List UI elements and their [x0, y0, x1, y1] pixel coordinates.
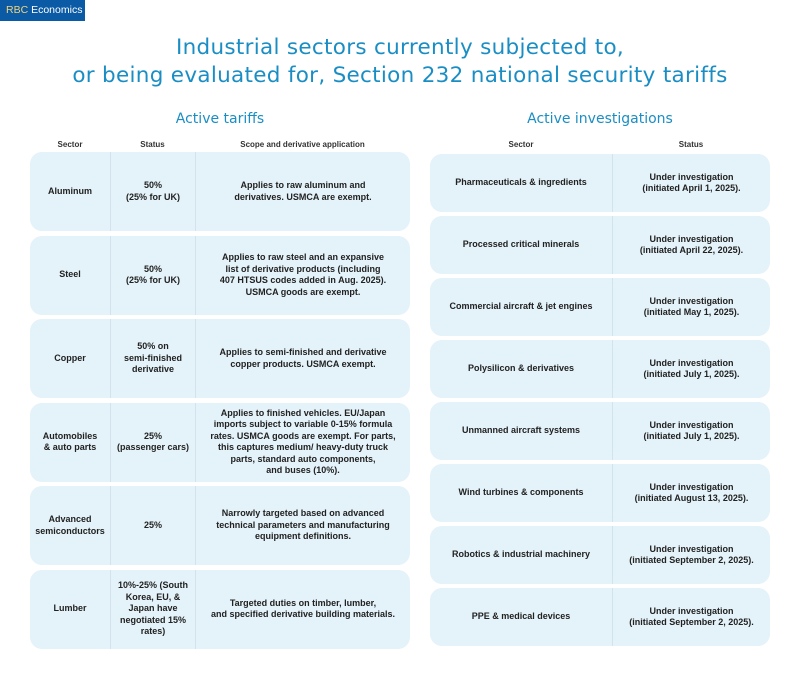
sector-text: Aluminum — [48, 185, 92, 196]
table-row: Pharmaceuticals & ingredients Under inves… — [430, 154, 770, 212]
status-text: 50% on semi-finished derivative — [123, 341, 182, 375]
sector-text: Wind turbines & components — [458, 487, 584, 498]
cell-scope: Applies to raw steel and an expansive li… — [195, 235, 410, 315]
sector-text: Processed critical minerals — [462, 239, 580, 250]
status-text: 25% (passenger cars) — [116, 430, 190, 453]
cell-status: 25% (passenger cars) — [110, 402, 195, 482]
cell-sector: Automobiles & auto parts — [30, 403, 110, 482]
status-text: Under investigation (initiated July 1, 2… — [643, 357, 740, 380]
scope-text: Applies to raw steel and an expansive li… — [219, 252, 387, 297]
cell-status: Under investigation (initiated April 1, … — [612, 154, 770, 212]
status-text: Under investigation (initiated August 13… — [634, 481, 749, 504]
status-text: Under investigation (initiated April 1, … — [642, 171, 741, 194]
status-text: 50% (25% for UK) — [125, 180, 180, 202]
cell-scope: Narrowly targeted based on advanced tech… — [195, 486, 410, 565]
column-header-status: Status — [140, 140, 165, 149]
table-row: Robotics & industrial machinery Under inv… — [430, 526, 770, 584]
cell-status: Under investigation (initiated August 13… — [612, 464, 770, 522]
cell-status: Under investigation (initiated September… — [612, 588, 770, 646]
cell-sector: Copper — [30, 319, 110, 398]
cell-scope: Applies to finished vehicles. EU/Japan i… — [195, 402, 410, 482]
status-text: Under investigation (initiated September… — [629, 543, 754, 566]
table-row: Unmanned aircraft systems Under investiga… — [430, 402, 770, 460]
cell-status: Under investigation (initiated September… — [612, 526, 770, 584]
status-text: 10%-25% (South Korea, EU, & Japan have n… — [117, 580, 188, 637]
scope-text: Applies to raw aluminum and derivatives.… — [234, 180, 372, 202]
page-title: Industrial sectors currently subjected t… — [72, 35, 728, 88]
cell-status: Under investigation (initiated May 1, 20… — [612, 278, 770, 336]
sector-text: Automobiles & auto parts — [42, 430, 98, 453]
table-row: Aluminum 50% (25% for UK) Applies to raw a… — [30, 152, 410, 231]
column-header-sector: Sector — [508, 140, 534, 149]
sector-text: Polysilicon & derivatives — [467, 363, 575, 374]
table-row: Automobiles & auto parts 25% (passenger c… — [30, 402, 410, 482]
cell-sector: Processed critical minerals — [430, 216, 612, 274]
sector-text: Lumber — [53, 603, 87, 614]
cell-sector: Unmanned aircraft systems — [430, 402, 612, 460]
active-investigations-heading: Active investigations — [527, 111, 673, 127]
cell-status: Under investigation (initiated July 1, 2… — [612, 340, 770, 398]
column-header-scope: Scope and derivative application — [240, 140, 365, 149]
cell-status: 10%-25% (South Korea, EU, & Japan have n… — [110, 569, 195, 649]
table-row: PPE & medical devices Under investigation… — [430, 588, 770, 646]
cell-status: 50% (25% for UK) — [110, 235, 195, 315]
cell-status: Under investigation (initiated July 1, 2… — [612, 402, 770, 460]
cell-sector: Advanced semiconductors — [30, 486, 110, 565]
sector-text: Commercial aircraft & jet engines — [449, 301, 593, 312]
cell-sector: Aluminum — [30, 152, 110, 231]
column-header-sector: Sector — [57, 140, 83, 149]
scope-text: Applies to finished vehicles. EU/Japan i… — [210, 407, 396, 476]
cell-sector: Steel — [30, 236, 110, 315]
table-row: Copper 50% on semi-finished derivative App… — [30, 319, 410, 398]
sector-text: Steel — [59, 269, 81, 280]
sector-text: Pharmaceuticals & ingredients — [455, 177, 587, 188]
rbc-economics-logo: RBC Economics — [0, 0, 85, 21]
cell-scope: Applies to raw aluminum and derivatives.… — [195, 152, 410, 231]
status-text: 25% — [143, 519, 162, 530]
active-tariffs-heading: Active tariffs — [175, 111, 265, 127]
table-row: Advanced semiconductors 25% Narrowly targe… — [30, 486, 410, 565]
status-text: Under investigation (initiated May 1, 20… — [643, 295, 740, 318]
sector-text: PPE & medical devices — [471, 611, 571, 622]
cell-status: 25% — [110, 486, 195, 565]
cell-scope: Applies to semi-finished and derivative … — [195, 319, 410, 398]
cell-sector: PPE & medical devices — [430, 588, 612, 646]
sector-text: Robotics & industrial machinery — [451, 549, 591, 560]
table-row: Lumber 10%-25% (South Korea, EU, & Japan … — [30, 569, 410, 649]
scope-text: Targeted duties on timber, lumber, and s… — [210, 597, 396, 620]
status-text: Under investigation (initiated April 22,… — [639, 233, 744, 256]
status-text: Under investigation (initiated July 1, 2… — [643, 419, 740, 442]
cell-sector: Wind turbines & components — [430, 464, 612, 522]
scope-text: Applies to semi-finished and derivative … — [219, 347, 387, 369]
table-row: Steel 50% (25% for UK) Applies to raw stee… — [30, 235, 410, 315]
sector-text: Advanced semiconductors — [35, 514, 105, 536]
cell-scope: Targeted duties on timber, lumber, and s… — [195, 569, 410, 649]
scope-text: Narrowly targeted based on advanced tech… — [216, 508, 390, 542]
cell-sector: Polysilicon & derivatives — [430, 340, 612, 398]
table-row: Commercial aircraft & jet engines Under i… — [430, 278, 770, 336]
cell-sector: Commercial aircraft & jet engines — [430, 278, 612, 336]
table-row: Wind turbines & components Under investig… — [430, 464, 770, 522]
sector-text: Unmanned aircraft systems — [461, 425, 581, 436]
status-text: Under investigation (initiated September… — [629, 605, 754, 628]
table-row: Polysilicon & derivatives Under investiga… — [430, 340, 770, 398]
status-text: 50% (25% for UK) — [125, 263, 180, 286]
cell-sector: Robotics & industrial machinery — [430, 526, 612, 584]
column-header-status: Status — [678, 140, 704, 149]
cell-status: Under investigation (initiated April 22,… — [612, 216, 770, 274]
cell-sector: Pharmaceuticals & ingredients — [430, 154, 612, 212]
sector-text: Copper — [54, 352, 86, 363]
cell-status: 50% (25% for UK) — [110, 152, 195, 231]
cell-sector: Lumber — [30, 570, 110, 649]
cell-status: 50% on semi-finished derivative — [110, 319, 195, 398]
table-row: Processed critical minerals Under investi… — [430, 216, 770, 274]
